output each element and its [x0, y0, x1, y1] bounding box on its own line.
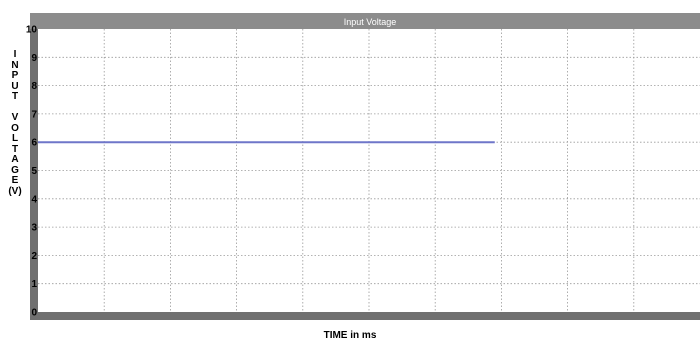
y-tick-label: 6 [31, 138, 37, 149]
bottom-frame [30, 312, 700, 320]
y-tick-label: 3 [31, 223, 37, 234]
grid [38, 29, 700, 312]
x-axis-label: TIME in ms [323, 330, 377, 341]
y-tick-label: 5 [31, 166, 37, 177]
y-tick-labels: 0 1 2 3 4 5 6 7 8 9 10 [26, 25, 38, 319]
y-axis-label: I N P U T V O L T A G E (V) [8, 49, 22, 197]
y-tick-label: 9 [31, 53, 37, 64]
y-tick-label: 0 [31, 308, 37, 319]
y-tick-label: 10 [26, 25, 38, 36]
y-tick-label: 7 [31, 109, 37, 120]
left-frame [30, 29, 38, 319]
y-tick-label: 8 [31, 81, 37, 92]
chart-title: Input Voltage [344, 17, 397, 27]
y-tick-label: 1 [31, 279, 37, 290]
y-tick-label: 2 [31, 251, 37, 262]
y-tick-label: 4 [31, 194, 37, 205]
title-bar [30, 13, 700, 29]
